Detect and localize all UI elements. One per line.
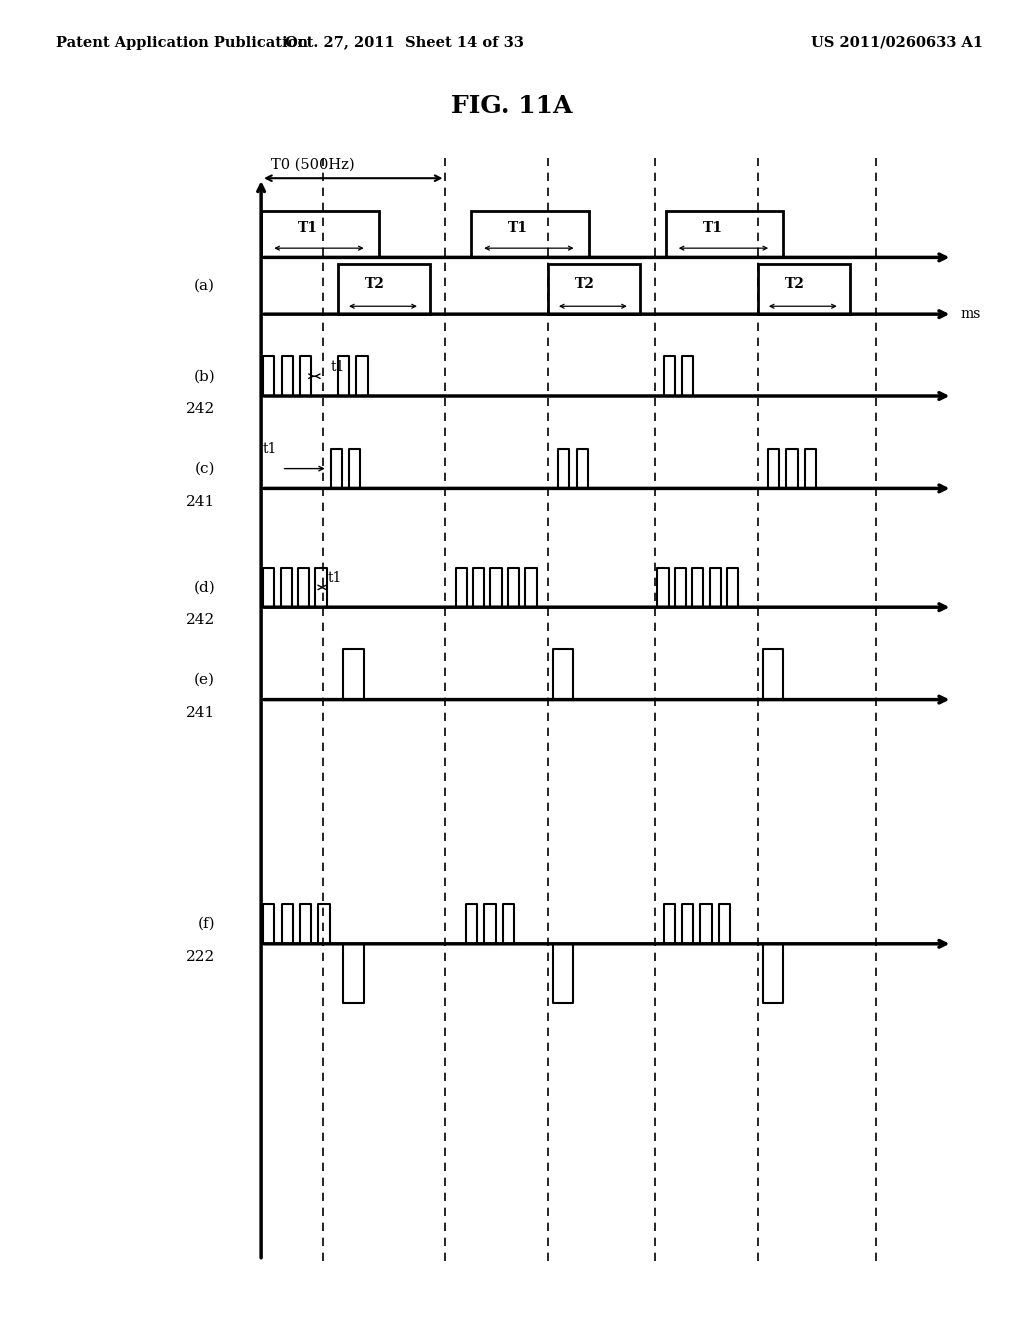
Text: ms: ms (961, 308, 981, 321)
Bar (338, 264, 430, 314)
Bar (261, 211, 379, 257)
Text: T1: T1 (298, 220, 318, 235)
Text: (d): (d) (194, 581, 215, 594)
Text: t1: t1 (331, 360, 345, 374)
Text: (b): (b) (194, 370, 215, 383)
Text: (e): (e) (194, 673, 215, 686)
Text: T0 (500Hz): T0 (500Hz) (271, 158, 355, 172)
Text: 222: 222 (185, 950, 215, 964)
Bar (548, 264, 640, 314)
Text: FIG. 11A: FIG. 11A (452, 94, 572, 117)
Text: (f): (f) (198, 917, 215, 931)
Bar (666, 211, 783, 257)
Text: t1: t1 (328, 572, 342, 585)
Text: T2: T2 (784, 277, 805, 290)
Text: Oct. 27, 2011  Sheet 14 of 33: Oct. 27, 2011 Sheet 14 of 33 (285, 36, 524, 50)
Text: T2: T2 (574, 277, 595, 290)
Bar (758, 264, 850, 314)
Text: 242: 242 (185, 614, 215, 627)
Text: T1: T1 (702, 220, 723, 235)
Text: (c): (c) (195, 462, 215, 475)
Text: Patent Application Publication: Patent Application Publication (56, 36, 308, 50)
Text: T1: T1 (508, 220, 528, 235)
Text: 241: 241 (185, 706, 215, 719)
Text: (a): (a) (194, 279, 215, 293)
Text: t1: t1 (262, 442, 276, 455)
Text: 242: 242 (185, 403, 215, 416)
Text: US 2011/0260633 A1: US 2011/0260633 A1 (811, 36, 983, 50)
Bar (471, 211, 589, 257)
Text: 241: 241 (185, 495, 215, 508)
Text: T2: T2 (365, 277, 385, 290)
